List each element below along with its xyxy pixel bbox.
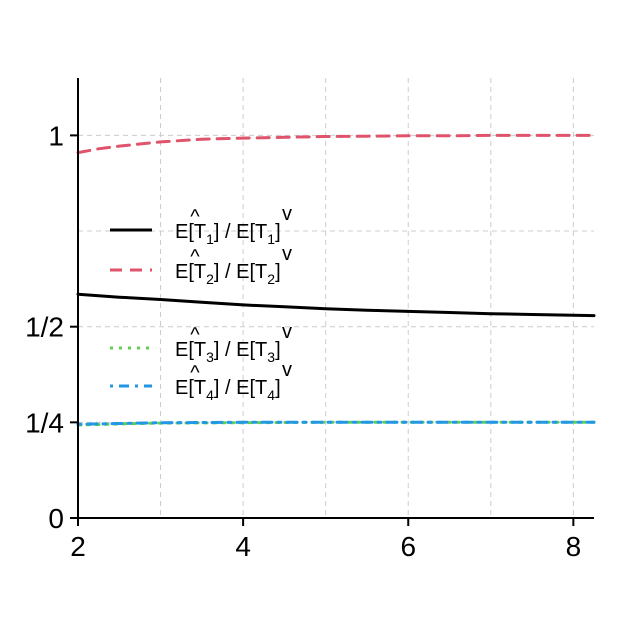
- hat-accent-icon: ^: [190, 324, 200, 346]
- y-tick-label: 1/4: [25, 407, 64, 438]
- series-line-1: [76, 292, 596, 318]
- legend-label-4: E[T4] / E[T4]: [175, 377, 281, 403]
- legend-label-1: E[T1] / E[T1]: [175, 221, 281, 247]
- legend-label-3: E[T3] / E[T3]: [175, 339, 281, 365]
- y-tick-label: 1/2: [25, 312, 64, 343]
- series-line-2: [76, 133, 596, 155]
- check-accent-icon: v: [282, 359, 292, 381]
- axes: 0 1/4 1/2 1 2 4 6 8: [25, 78, 594, 562]
- x-tick-label: 2: [70, 531, 86, 562]
- series-lines: [76, 133, 596, 427]
- check-accent-icon: v: [282, 321, 292, 343]
- x-tick-label: 4: [235, 531, 251, 562]
- legend: E[T1] / E[T1]^ vE[T2] / E[T2]^ vE[T3] / E[…: [110, 203, 292, 403]
- hat-accent-icon: ^: [190, 246, 200, 268]
- check-accent-icon: v: [282, 203, 292, 225]
- hat-accent-icon: ^: [190, 362, 200, 384]
- hat-accent-icon: ^: [190, 206, 200, 228]
- x-tick-label: 6: [400, 531, 416, 562]
- series-line-4: [76, 420, 596, 426]
- x-tick-label: 8: [566, 531, 582, 562]
- y-tick-label: 0: [48, 503, 64, 534]
- check-accent-icon: v: [282, 243, 292, 265]
- y-tick-label: 1: [48, 120, 64, 151]
- legend-label-2: E[T2] / E[T2]: [175, 261, 281, 287]
